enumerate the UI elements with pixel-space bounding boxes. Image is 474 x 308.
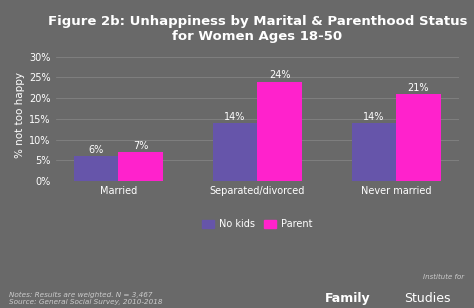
Text: 6%: 6%: [89, 145, 104, 155]
Y-axis label: % not too happy: % not too happy: [15, 72, 25, 158]
Text: Institute for: Institute for: [423, 274, 465, 280]
Legend: No kids, Parent: No kids, Parent: [198, 215, 316, 233]
Bar: [257, 82, 302, 181]
Bar: [74, 156, 118, 181]
Text: 24%: 24%: [269, 70, 290, 80]
Title: Figure 2b: Unhappiness by Marital & Parenthood Status
for Women Ages 18-50: Figure 2b: Unhappiness by Marital & Pare…: [47, 15, 467, 43]
Text: 21%: 21%: [408, 83, 429, 93]
Text: 7%: 7%: [133, 141, 148, 151]
Text: Studies: Studies: [404, 292, 451, 305]
Text: 14%: 14%: [363, 112, 385, 122]
Text: Family: Family: [325, 292, 370, 305]
Text: Notes: Results are weighted. N = 3,467
Source: General Social Survey, 2010-2018: Notes: Results are weighted. N = 3,467 S…: [9, 292, 163, 305]
Text: 14%: 14%: [224, 112, 246, 122]
Bar: [352, 123, 396, 181]
Bar: [118, 152, 163, 181]
Bar: [213, 123, 257, 181]
Bar: [396, 94, 441, 181]
